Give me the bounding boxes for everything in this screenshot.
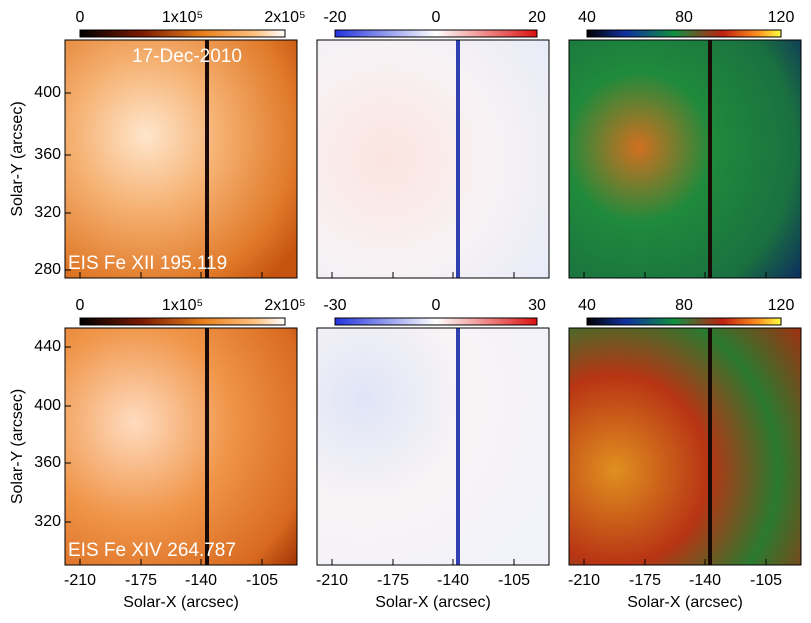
colorbar-tick-label: 2x10⁵: [264, 9, 305, 26]
y-tick-label: 400: [34, 84, 61, 101]
slit-gap: [456, 40, 460, 278]
x-tick-label: -105: [246, 572, 278, 589]
colorbar: [79, 29, 286, 38]
y-tick-label: 360: [34, 146, 61, 163]
colorbar-tick-label: 0: [76, 297, 85, 314]
y-axis-label: Solar-Y (arcsec): [9, 101, 26, 216]
panel-frame: [316, 327, 550, 566]
colorbar-tick-label: 80: [675, 297, 693, 314]
colorbar: [334, 317, 538, 326]
colorbar: [334, 29, 538, 38]
colorbar-tick-label: 120: [768, 9, 795, 26]
colorbar-tick-label: 80: [675, 9, 693, 26]
colorbar-tick-label: 0: [76, 9, 85, 26]
panel-frame: [316, 39, 550, 279]
x-tick-label: -140: [437, 572, 469, 589]
x-tick-label: -175: [629, 572, 661, 589]
colorbar: [79, 317, 286, 326]
panel-frame: [568, 327, 802, 566]
y-axis-label: Solar-Y (arcsec): [9, 389, 26, 504]
colorbar-tick-label: 30: [528, 297, 546, 314]
colorbar-tick-label: 1x10⁵: [162, 9, 203, 26]
panel-frame: [568, 39, 802, 279]
image-panel: [317, 328, 549, 565]
slit-gap: [708, 40, 712, 278]
x-axis-label: Solar-X (arcsec): [375, 594, 491, 611]
slit-gap: [708, 328, 712, 565]
y-tick-label: 440: [34, 338, 61, 355]
slit-gap: [456, 328, 460, 565]
image-panel: [65, 328, 297, 565]
y-tick-label: 320: [34, 513, 61, 530]
x-tick-label: -210: [568, 572, 600, 589]
line-label: EIS Fe XIV 264.787: [68, 540, 236, 561]
x-axis-label: Solar-X (arcsec): [123, 594, 239, 611]
image-panel: [569, 40, 801, 278]
colorbar-tick-label: 0: [432, 9, 441, 26]
x-tick-label: -210: [316, 572, 348, 589]
colorbar-tick-label: 40: [578, 297, 596, 314]
panel-frame: [64, 39, 298, 279]
line-label: EIS Fe XII 195.119: [68, 253, 227, 274]
x-tick-label: -140: [689, 572, 721, 589]
x-tick-label: -105: [750, 572, 782, 589]
colorbar-tick-label: 120: [768, 297, 795, 314]
slit-gap: [205, 328, 209, 565]
colorbar-tick-label: 1x10⁵: [162, 297, 203, 314]
colorbar-tick-label: 2x10⁵: [264, 297, 305, 314]
image-panel: [65, 40, 297, 278]
x-tick-label: -105: [498, 572, 530, 589]
x-tick-label: -175: [125, 572, 157, 589]
colorbar-tick-label: 40: [578, 9, 596, 26]
panel-frame: [64, 327, 298, 566]
colorbar-tick-label: -20: [323, 9, 346, 26]
x-tick-label: -175: [377, 572, 409, 589]
y-tick-label: 320: [34, 204, 61, 221]
colorbar: [586, 29, 782, 38]
image-panel: [317, 40, 549, 278]
x-tick-label: -210: [64, 572, 96, 589]
y-tick-label: 280: [34, 261, 61, 278]
x-axis-label: Solar-X (arcsec): [627, 594, 743, 611]
date-label: 17-Dec-2010: [132, 46, 242, 67]
colorbar-tick-label: 0: [432, 297, 441, 314]
colorbar: [586, 317, 782, 326]
x-tick-label: -140: [185, 572, 217, 589]
y-tick-label: 360: [34, 454, 61, 471]
image-panel: [569, 328, 801, 565]
y-tick-label: 400: [34, 397, 61, 414]
slit-gap: [205, 40, 209, 278]
colorbar-tick-label: 20: [528, 9, 546, 26]
colorbar-tick-label: -30: [323, 297, 346, 314]
